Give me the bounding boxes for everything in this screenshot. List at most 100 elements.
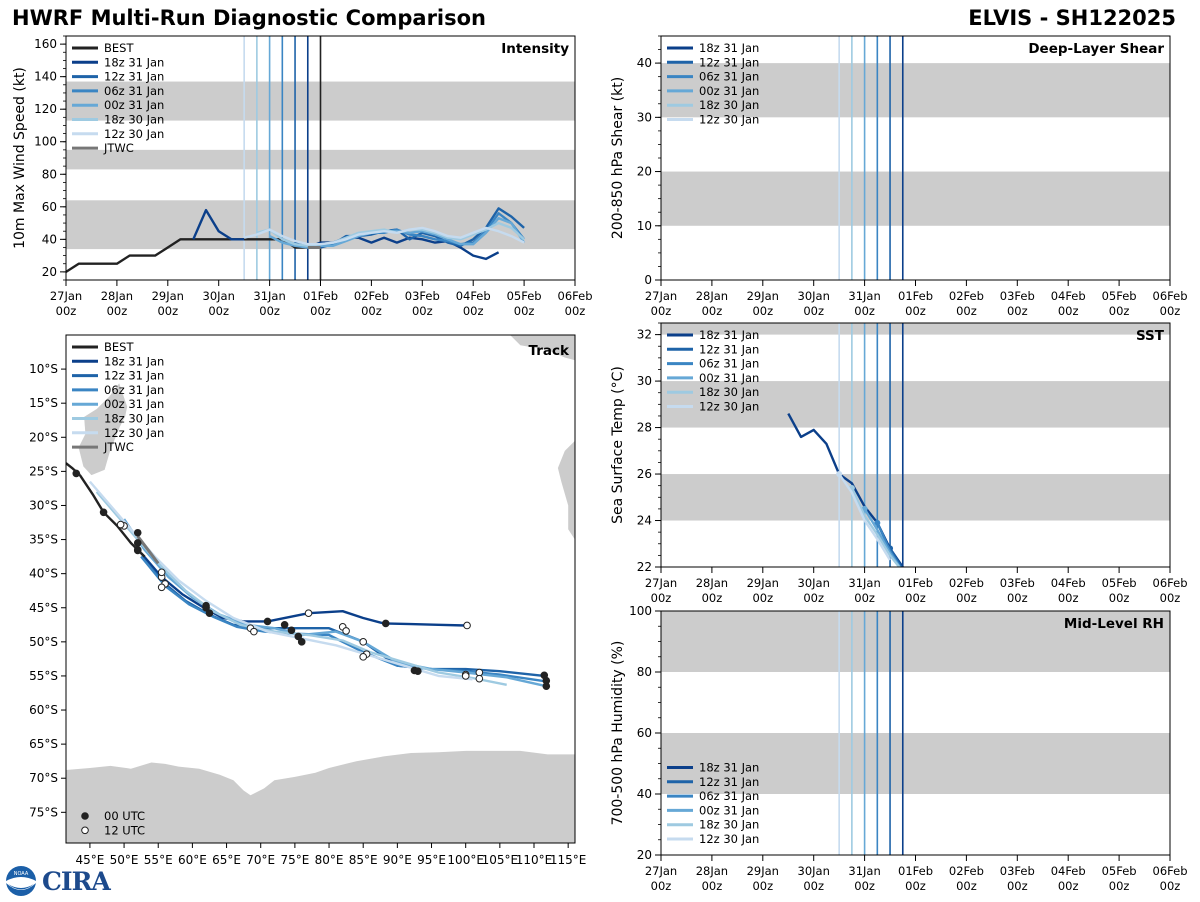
intensity-x-tick-label: 04Feb bbox=[456, 289, 491, 303]
track-12utc-marker bbox=[157, 568, 166, 577]
intensity-x-tick-label: 00z bbox=[514, 304, 535, 318]
shear-x-tick-label: 30Jan bbox=[798, 289, 830, 303]
intensity-y-tick-label: 40 bbox=[42, 232, 57, 246]
rh-x-tick-label: 27Jan bbox=[645, 864, 677, 878]
track-marker-legend-label: 00 UTC bbox=[104, 809, 145, 823]
chart-intensity: 2040608010012014016027Jan00z28Jan00z29Ja… bbox=[12, 35, 593, 318]
track-00utc-marker bbox=[72, 469, 81, 478]
track-marker-legend-symbol bbox=[81, 826, 89, 835]
track-legend-label: 18z 30 Jan bbox=[104, 412, 164, 426]
intensity-legend-label: 12z 31 Jan bbox=[104, 70, 164, 84]
rh-x-tick-label: 30Jan bbox=[798, 864, 830, 878]
intensity-y-axis-label: 10m Max Wind Speed (kt) bbox=[12, 67, 28, 249]
intensity-x-tick-label: 00z bbox=[56, 304, 77, 318]
sst-series-line bbox=[838, 473, 892, 561]
track-panel-title: Track bbox=[529, 343, 570, 359]
shear-y-tick-label: 30 bbox=[637, 110, 652, 124]
intensity-y-tick-label: 160 bbox=[34, 37, 57, 51]
australia-landmass bbox=[557, 440, 575, 540]
track-00utc-marker bbox=[205, 609, 214, 618]
track-00utc-marker bbox=[133, 545, 142, 554]
sst-x-tick-label: 00z bbox=[956, 591, 977, 605]
sst-y-tick-label: 26 bbox=[637, 467, 652, 481]
rh-legend-label: 18z 31 Jan bbox=[699, 761, 759, 775]
shear-x-tick-label: 00z bbox=[854, 304, 875, 318]
rh-y-tick-label: 20 bbox=[637, 848, 652, 862]
shear-x-tick-label: 03Feb bbox=[1000, 289, 1035, 303]
sst-x-tick-label: 00z bbox=[752, 591, 773, 605]
intensity-legend-label: BEST bbox=[104, 41, 134, 55]
intensity-x-tick-label: 06Feb bbox=[558, 289, 593, 303]
track-x-tick-label: 50°E bbox=[110, 853, 139, 867]
track-y-tick-label: 55°S bbox=[29, 669, 58, 683]
track-y-tick-label: 20°S bbox=[29, 430, 58, 444]
track-y-tick-label: 65°S bbox=[29, 737, 58, 751]
sst-x-tick-label: 29Jan bbox=[747, 576, 779, 590]
intensity-x-tick-label: 01Feb bbox=[303, 289, 338, 303]
intensity-x-tick-label: 00z bbox=[107, 304, 128, 318]
track-x-tick-label: 70°E bbox=[246, 853, 275, 867]
sst-x-tick-label: 28Jan bbox=[696, 576, 728, 590]
shear-x-tick-label: 05Feb bbox=[1102, 289, 1137, 303]
rh-legend-label: 00z 31 Jan bbox=[699, 803, 759, 817]
shear-x-tick-label: 02Feb bbox=[949, 289, 984, 303]
rh-plot-area bbox=[661, 611, 1170, 855]
cira-logo-text: CIRA bbox=[42, 867, 111, 896]
track-12utc-marker bbox=[463, 621, 471, 630]
rh-panel-title: Mid-Level RH bbox=[1064, 616, 1164, 632]
rh-y-axis-label: 700-500 hPa Humidity (%) bbox=[610, 641, 626, 826]
sst-y-axis-label: Sea Surface Temp (°C) bbox=[610, 366, 626, 524]
sst-x-tick-label: 27Jan bbox=[645, 576, 677, 590]
sst-y-tick-label: 30 bbox=[637, 374, 652, 388]
track-series-line bbox=[88, 480, 473, 681]
intensity-panel-title: Intensity bbox=[501, 41, 569, 57]
track-12utc-marker bbox=[250, 627, 258, 636]
shear-legend-label: 12z 30 Jan bbox=[699, 113, 759, 127]
track-00utc-marker bbox=[133, 539, 142, 547]
sst-x-tick-label: 00z bbox=[1109, 591, 1130, 605]
intensity-x-tick-label: 05Feb bbox=[507, 289, 542, 303]
sst-legend-label: 18z 30 Jan bbox=[699, 385, 759, 399]
track-series-line bbox=[140, 555, 545, 678]
intensity-legend-label: 12z 30 Jan bbox=[104, 127, 164, 141]
shear-x-tick-label: 00z bbox=[803, 304, 824, 318]
rh-y-tick-label: 40 bbox=[637, 787, 652, 801]
sst-x-tick-label: 00z bbox=[905, 591, 926, 605]
shear-x-tick-label: 27Jan bbox=[645, 289, 677, 303]
sst-y-tick-label: 24 bbox=[637, 514, 652, 528]
shear-x-tick-label: 04Feb bbox=[1051, 289, 1086, 303]
intensity-x-tick-label: 30Jan bbox=[203, 289, 235, 303]
shear-plot-area bbox=[661, 36, 1170, 280]
sst-panel-title: SST bbox=[1136, 328, 1165, 344]
track-12utc-marker bbox=[342, 627, 350, 635]
sst-y-tick-label: 32 bbox=[637, 328, 652, 342]
intensity-y-tick-label: 60 bbox=[42, 200, 57, 214]
track-x-tick-label: 105°E bbox=[482, 853, 519, 867]
track-00utc-marker bbox=[99, 508, 108, 517]
track-y-tick-label: 50°S bbox=[29, 635, 58, 649]
track-legend-label: 12z 30 Jan bbox=[104, 426, 164, 440]
intensity-y-tick-label: 100 bbox=[34, 135, 57, 149]
shear-x-tick-label: 00z bbox=[1109, 304, 1130, 318]
track-x-tick-label: 80°E bbox=[315, 853, 344, 867]
rh-legend-label: 12z 31 Jan bbox=[699, 775, 759, 789]
track-legend-label: 00z 31 Jan bbox=[104, 397, 164, 411]
sst-x-tick-label: 00z bbox=[803, 591, 824, 605]
track-plot-area bbox=[66, 335, 575, 843]
rh-legend-label: 12z 30 Jan bbox=[699, 832, 759, 846]
track-y-tick-label: 40°S bbox=[29, 567, 58, 581]
intensity-x-tick-label: 00z bbox=[208, 304, 229, 318]
track-legend-label: 12z 31 Jan bbox=[104, 369, 164, 383]
sst-x-tick-label: 31Jan bbox=[848, 576, 880, 590]
rh-y-tick-label: 80 bbox=[637, 665, 652, 679]
sst-x-tick-label: 02Feb bbox=[949, 576, 984, 590]
sst-x-tick-label: 05Feb bbox=[1102, 576, 1137, 590]
shear-x-tick-label: 00z bbox=[651, 304, 672, 318]
shear-legend-label: 18z 30 Jan bbox=[699, 98, 759, 112]
track-y-tick-label: 35°S bbox=[29, 533, 58, 547]
chart-rh: 2040608010027Jan00z28Jan00z29Jan00z30Jan… bbox=[610, 604, 1188, 893]
sst-x-tick-label: 00z bbox=[854, 591, 875, 605]
sst-x-tick-label: 30Jan bbox=[798, 576, 830, 590]
antarctica-landmass bbox=[66, 750, 575, 843]
intensity-legend-label: 18z 31 Jan bbox=[104, 55, 164, 69]
